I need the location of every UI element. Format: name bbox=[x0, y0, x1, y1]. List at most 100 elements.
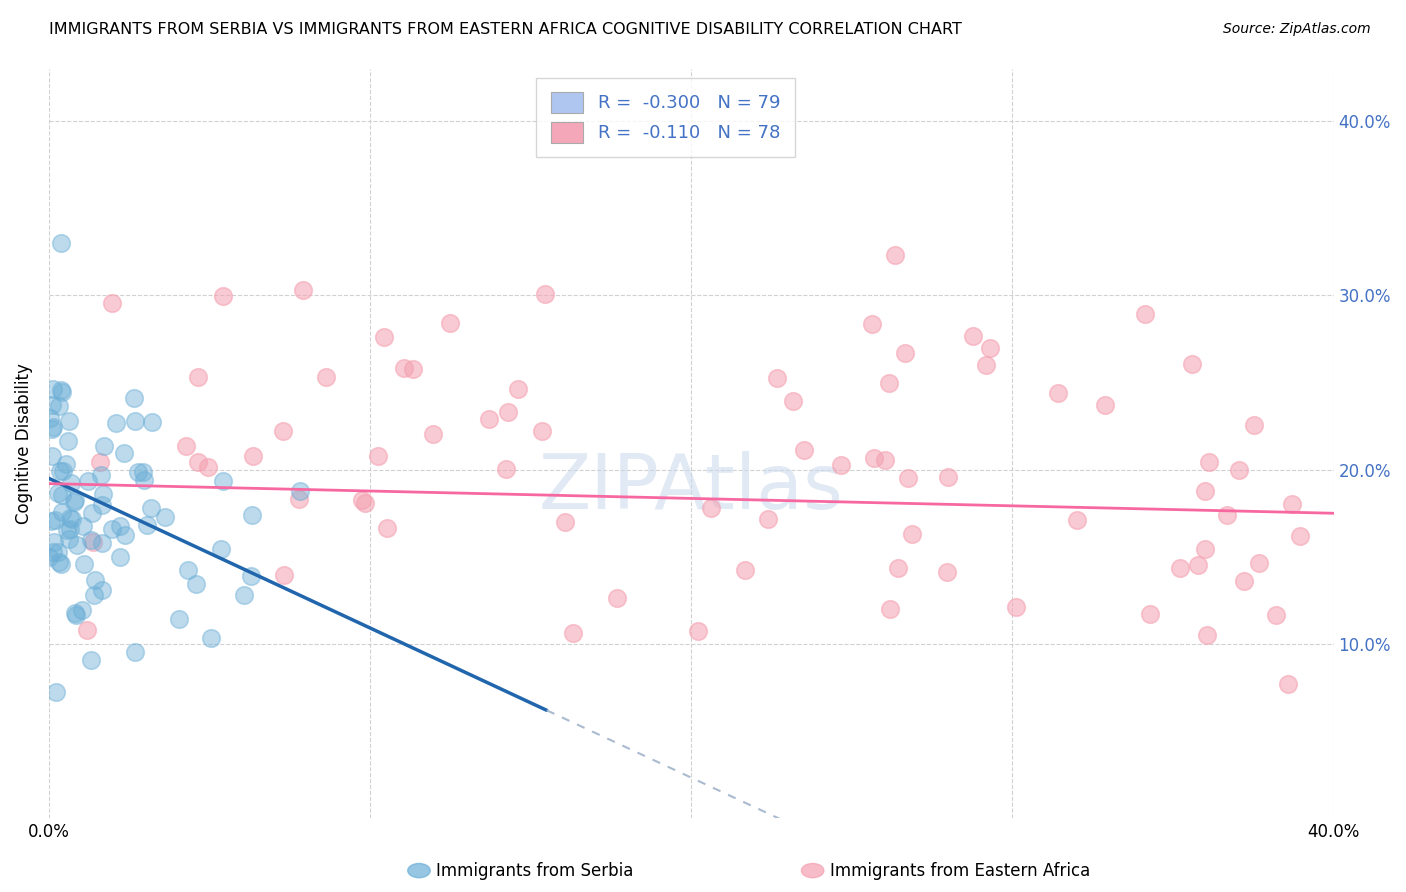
Point bbox=[367, 449, 389, 463]
Point bbox=[1247, 556, 1270, 570]
Point bbox=[51, 488, 73, 502]
Point bbox=[508, 382, 530, 396]
Point bbox=[155, 509, 177, 524]
Point bbox=[44, 513, 66, 527]
Point bbox=[936, 469, 959, 483]
Point bbox=[93, 439, 115, 453]
Point bbox=[979, 342, 1001, 356]
Point bbox=[209, 541, 232, 556]
Text: IMMIGRANTS FROM SERBIA VS IMMIGRANTS FROM EASTERN AFRICA COGNITIVE DISABILITY CO: IMMIGRANTS FROM SERBIA VS IMMIGRANTS FRO… bbox=[49, 22, 962, 37]
Point bbox=[59, 476, 82, 491]
Point bbox=[176, 439, 198, 453]
Point bbox=[315, 369, 337, 384]
Point bbox=[127, 465, 149, 479]
Point bbox=[877, 376, 900, 390]
Text: Immigrants from Serbia: Immigrants from Serbia bbox=[436, 862, 633, 880]
Point bbox=[1233, 574, 1256, 589]
Point bbox=[59, 511, 82, 525]
Point bbox=[402, 362, 425, 376]
Point bbox=[232, 588, 254, 602]
Point bbox=[962, 329, 984, 343]
Point bbox=[73, 558, 96, 572]
Point bbox=[100, 296, 122, 310]
Point bbox=[42, 420, 65, 434]
Point bbox=[41, 398, 63, 412]
Point bbox=[90, 498, 112, 512]
Point bbox=[860, 317, 883, 331]
Point bbox=[1195, 627, 1218, 641]
Point bbox=[65, 607, 87, 621]
Point bbox=[240, 508, 263, 523]
Point bbox=[139, 500, 162, 515]
Point bbox=[44, 535, 66, 549]
Point bbox=[734, 563, 756, 577]
Point bbox=[291, 283, 314, 297]
Point bbox=[39, 411, 62, 425]
Point bbox=[239, 569, 262, 583]
Point bbox=[1194, 483, 1216, 498]
Point bbox=[83, 588, 105, 602]
Point bbox=[1187, 558, 1209, 572]
Point bbox=[554, 516, 576, 530]
Point bbox=[51, 384, 73, 399]
Point bbox=[167, 612, 190, 626]
Point bbox=[42, 383, 65, 397]
Point bbox=[58, 414, 80, 428]
Point bbox=[242, 449, 264, 463]
Point bbox=[212, 474, 235, 488]
Point bbox=[49, 235, 72, 250]
Point bbox=[77, 474, 100, 488]
Point bbox=[562, 625, 585, 640]
Point bbox=[886, 561, 908, 575]
Point bbox=[1277, 677, 1299, 691]
Point bbox=[122, 391, 145, 405]
Point bbox=[373, 329, 395, 343]
Point bbox=[114, 446, 136, 460]
Point bbox=[1181, 357, 1204, 371]
Point bbox=[108, 518, 131, 533]
Point bbox=[375, 521, 398, 535]
Point bbox=[1139, 607, 1161, 621]
Point bbox=[879, 602, 901, 616]
Point bbox=[56, 434, 79, 448]
Point bbox=[478, 412, 501, 426]
Point bbox=[883, 248, 905, 262]
Legend: R =  -0.300   N = 79, R =  -0.110   N = 78: R = -0.300 N = 79, R = -0.110 N = 78 bbox=[537, 78, 794, 157]
Point bbox=[90, 536, 112, 550]
Point bbox=[135, 518, 157, 533]
Point bbox=[65, 607, 87, 622]
Point bbox=[80, 533, 103, 547]
Point bbox=[974, 358, 997, 372]
Point bbox=[422, 426, 444, 441]
Point bbox=[63, 493, 86, 508]
Point bbox=[100, 522, 122, 536]
Point bbox=[1264, 608, 1286, 623]
Point bbox=[1005, 600, 1028, 615]
Point bbox=[1243, 418, 1265, 433]
Point bbox=[901, 527, 924, 541]
Point bbox=[782, 393, 804, 408]
Point bbox=[42, 545, 65, 559]
Point bbox=[108, 549, 131, 564]
Point bbox=[76, 624, 98, 638]
Point bbox=[177, 563, 200, 577]
Point bbox=[41, 449, 63, 463]
Point bbox=[63, 494, 86, 508]
Point bbox=[353, 495, 375, 509]
Point bbox=[89, 455, 111, 469]
Point bbox=[187, 369, 209, 384]
Point bbox=[699, 500, 721, 515]
Point bbox=[38, 549, 60, 564]
Point bbox=[1198, 455, 1220, 469]
Point bbox=[45, 685, 67, 699]
Point bbox=[439, 316, 461, 330]
Point bbox=[897, 471, 920, 485]
Point bbox=[271, 425, 294, 439]
Point bbox=[1066, 513, 1088, 527]
Point bbox=[70, 603, 93, 617]
Point bbox=[66, 538, 89, 552]
Point bbox=[273, 568, 295, 582]
Text: ZIPAtlas: ZIPAtlas bbox=[538, 451, 844, 525]
Point bbox=[1168, 561, 1191, 575]
Point bbox=[41, 422, 63, 436]
